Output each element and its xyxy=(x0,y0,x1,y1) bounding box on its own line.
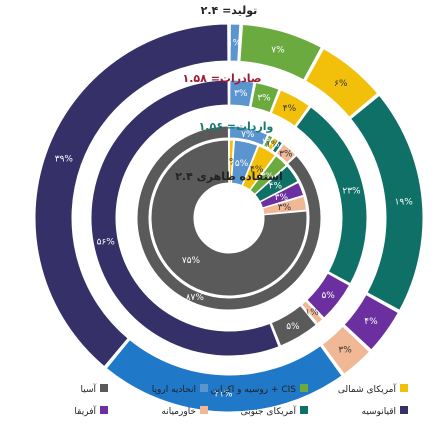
ring-titles: تولید= ۲.۴ صادرات= ۱.۵۸ واردات= ۱.۵۶ استفاد… xyxy=(175,4,283,183)
slice-1-6 xyxy=(270,304,317,347)
legend-swatch-2 xyxy=(200,384,208,392)
legend-label-1: روسیه و اکراین + CIS xyxy=(211,385,297,395)
legend-swatch-5 xyxy=(300,406,308,414)
slice-1-4 xyxy=(306,272,351,319)
slice-label-1-2: ۴% xyxy=(283,104,297,114)
slice-0-6 xyxy=(105,338,343,413)
slice-2-3 xyxy=(271,139,284,154)
slice-1-3 xyxy=(295,106,368,285)
slice-label-0-0: ۱% xyxy=(228,39,242,49)
ring-title-2: واردات= ۱.۵۶ xyxy=(199,120,274,133)
slice-label-0-4: ۴% xyxy=(364,317,378,327)
ring-title-1: صادرات= ۱.۵۸ xyxy=(183,72,262,85)
slice-label-3-4: ۴% xyxy=(269,182,283,192)
legend-label-5: آمریکای جنوبی xyxy=(241,405,297,417)
legend-label-4: اقیانوسیه xyxy=(362,407,397,417)
slice-label-0-7: ۳۹% xyxy=(55,155,74,165)
slice-label-2-0: ۷% xyxy=(241,130,255,140)
slice-0-2 xyxy=(304,47,379,118)
ring-title-3: استفاده ظاهری ۲.۴ xyxy=(175,170,283,183)
legend-swatch-1 xyxy=(300,384,308,392)
slice-label-0-2: ۶% xyxy=(334,79,348,89)
slice-label-1-1: ۳% xyxy=(257,93,271,103)
slice-1-0 xyxy=(229,79,255,108)
legend: آمریکای شمالی روسیه و اکراین + CIS انحادیه… xyxy=(74,383,408,417)
ring-title-0: تولید= ۲.۴ xyxy=(201,4,258,17)
legend-label-6: خاورمیانه xyxy=(161,407,196,417)
slice-label-1-3: ۲۳% xyxy=(342,187,361,197)
ring-0: ۱%۷%۶%۱۹%۴%۳%۲۱%۳۹% xyxy=(34,23,424,413)
legend-label-2: انحادیه اروپا xyxy=(152,385,196,395)
slice-0-1 xyxy=(239,23,322,81)
legend-swatch-0 xyxy=(400,384,408,392)
slice-label-0-5: ۳% xyxy=(338,346,352,356)
slice-label-3-6: ۳% xyxy=(278,203,292,213)
slice-2-0 xyxy=(229,125,269,147)
slice-label-0-3: ۱۹% xyxy=(395,197,414,207)
slice-2-1 xyxy=(262,134,274,149)
slice-label-2-1: ۱% xyxy=(261,137,275,147)
slice-label-0-6: ۲۱% xyxy=(214,389,233,399)
slice-2-2 xyxy=(267,137,279,151)
slice-0-5 xyxy=(321,325,371,375)
slice-0-0 xyxy=(229,23,241,62)
slice-label-1-7: ۵۶% xyxy=(97,238,116,248)
legend-label-0: آمریکای شمالی xyxy=(338,383,397,395)
slice-label-2-3: ۱% xyxy=(271,143,285,153)
slice-label-3-3: ۳% xyxy=(260,172,274,182)
legend-swatch-3 xyxy=(100,384,108,392)
legend-swatch-6 xyxy=(200,406,208,414)
slice-label-3-5: ۳% xyxy=(275,193,289,203)
slice-label-1-5: ۱% xyxy=(305,308,319,318)
slice-3-7 xyxy=(150,139,308,297)
slice-label-1-6: ۵% xyxy=(286,322,300,332)
slice-label-3-2: ۴% xyxy=(250,165,264,175)
slice-label-1-4: ۵% xyxy=(321,291,335,301)
slice-1-1 xyxy=(250,82,280,114)
slice-0-4 xyxy=(343,293,400,351)
legend-label-3: آسیا xyxy=(81,383,97,395)
slice-0-3 xyxy=(349,94,424,311)
slice-label-3-0: ۱% xyxy=(224,158,238,168)
slice-1-2 xyxy=(270,89,311,127)
ring-2: ۷%۱%۱%۱%۳%۸۷% xyxy=(136,125,322,311)
legend-label-7: آفریقا xyxy=(74,405,96,417)
slice-1-5 xyxy=(300,300,324,325)
slice-label-2-2: ۱% xyxy=(266,140,280,150)
legend-swatch-7 xyxy=(100,406,108,414)
slice-label-0-1: ۷% xyxy=(271,45,285,55)
slice-label-1-0: ۳% xyxy=(234,89,248,99)
donut-rings: ۱%۷%۶%۱۹%۴%۳%۲۱%۳۹%۳% ۳%۴%۲۳%۵%۱%۵%۵۶%۷%۱… xyxy=(34,23,424,413)
slice-label-2-4: ۳% xyxy=(279,149,293,159)
slice-2-5 xyxy=(136,125,322,311)
slice-2-4 xyxy=(275,143,297,164)
slice-1-7 xyxy=(90,79,280,357)
slice-label-3-1: ۵% xyxy=(235,159,249,169)
legend-swatch-4 xyxy=(400,406,408,414)
ring-1: ۳% ۳%۴%۲۳%۵%۱%۵%۵۶% xyxy=(90,79,368,357)
ring-3: ۱%۵%۴%۳%۴%۳%۳%۷۵% xyxy=(150,139,308,297)
slice-label-3-7: ۷۵% xyxy=(182,256,201,266)
slice-0-7 xyxy=(34,23,229,368)
slice-label-2-5: ۸۷% xyxy=(186,293,205,303)
